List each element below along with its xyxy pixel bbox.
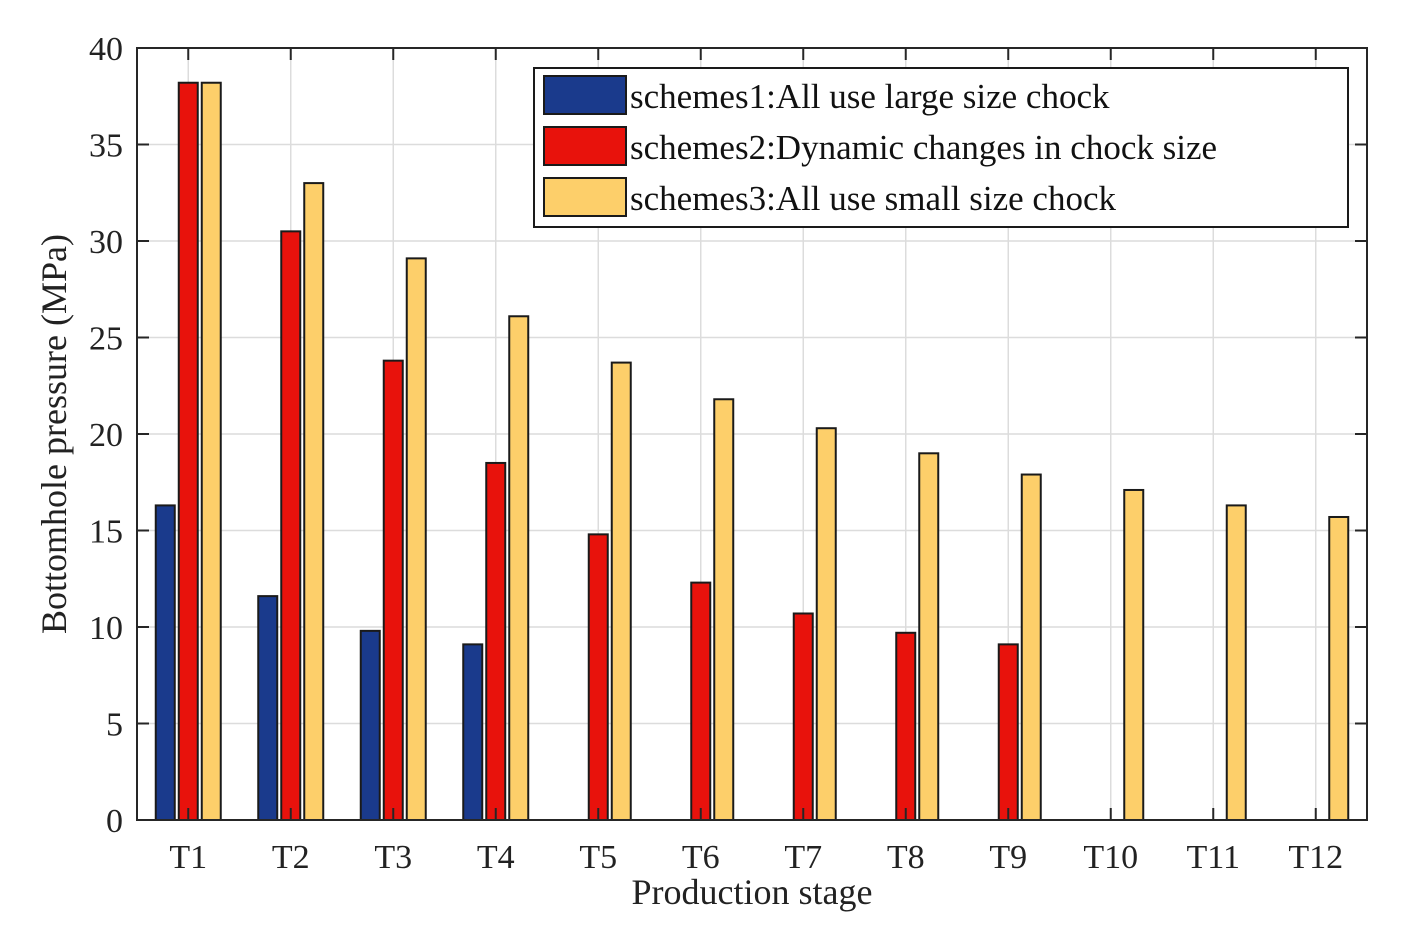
bar-t1-series-1 <box>154 504 176 821</box>
legend-label: schemes3:All use small size chock <box>630 179 1116 218</box>
y-tick-label: 15 <box>89 514 123 551</box>
legend-box <box>533 67 1349 228</box>
legend-label: schemes2:Dynamic changes in chock size <box>630 128 1217 167</box>
y-tick-label: 35 <box>89 128 123 165</box>
y-axis-title: Bottomhole pressure (MPa) <box>34 234 74 634</box>
bar-t10-series-3 <box>1123 488 1145 821</box>
legend-swatch <box>543 126 627 166</box>
bar-t5-series-3 <box>610 361 632 821</box>
x-tick-label: T2 <box>272 839 310 876</box>
bar-t9-series-3 <box>1020 473 1042 821</box>
bar-t7-series-2 <box>792 612 814 821</box>
y-tick-label: 40 <box>89 31 123 68</box>
y-tick-label: 20 <box>89 417 123 454</box>
bar-t3-series-2 <box>382 359 404 821</box>
bar-t5-series-2 <box>587 533 609 821</box>
y-tick-label: 5 <box>106 707 123 744</box>
bar-t4-series-1 <box>462 643 484 821</box>
bar-t4-series-3 <box>508 315 530 821</box>
y-axis: 0 5 10 15 20 25 30 35 40 <box>89 31 1367 840</box>
legend-swatch <box>543 75 627 115</box>
bar-t2-series-1 <box>257 595 279 821</box>
bar-t6-series-2 <box>690 581 712 821</box>
bar-t1-series-2 <box>177 81 199 822</box>
bar-t3-series-1 <box>359 629 381 821</box>
x-tick-label: T10 <box>1083 839 1138 876</box>
y-tick-label: 25 <box>89 321 123 358</box>
x-tick-label: T8 <box>887 839 925 876</box>
bar-t3-series-3 <box>405 257 427 821</box>
bar-t8-series-3 <box>918 452 940 821</box>
y-tick-label: 10 <box>89 610 123 647</box>
legend-swatch <box>543 177 627 217</box>
x-axis-title: Production stage <box>632 872 873 912</box>
x-tick-label: T5 <box>579 839 617 876</box>
x-tick-label: T3 <box>374 839 412 876</box>
bar-t4-series-2 <box>485 461 507 821</box>
x-axis: T1 T2 T3 T4 T5 T6 T7 T8 T9 T10 T11 T12 <box>169 48 1343 876</box>
bar-t2-series-3 <box>303 182 325 822</box>
x-tick-label: T4 <box>477 839 515 876</box>
legend: schemes1:All use large size chock schemes… <box>533 67 1349 228</box>
bar-t7-series-3 <box>815 427 837 821</box>
bar-t2-series-2 <box>280 230 302 822</box>
bar-t11-series-3 <box>1225 504 1247 821</box>
x-tick-label: T11 <box>1186 839 1240 876</box>
bar-t6-series-3 <box>713 398 735 821</box>
legend-label: schemes1:All use large size chock <box>630 77 1110 116</box>
bar-t8-series-2 <box>895 631 917 821</box>
y-tick-label: 30 <box>89 224 123 261</box>
x-tick-label: T9 <box>989 839 1027 876</box>
x-tick-label: T12 <box>1288 839 1343 876</box>
x-tick-label: T7 <box>784 839 822 876</box>
bar-t12-series-3 <box>1328 515 1350 821</box>
x-tick-label: T6 <box>682 839 720 876</box>
bar-t1-series-3 <box>200 81 222 822</box>
y-tick-label: 0 <box>106 803 123 840</box>
bar-t9-series-2 <box>997 643 1019 821</box>
bar-group <box>154 81 1350 822</box>
x-tick-label: T1 <box>169 839 207 876</box>
